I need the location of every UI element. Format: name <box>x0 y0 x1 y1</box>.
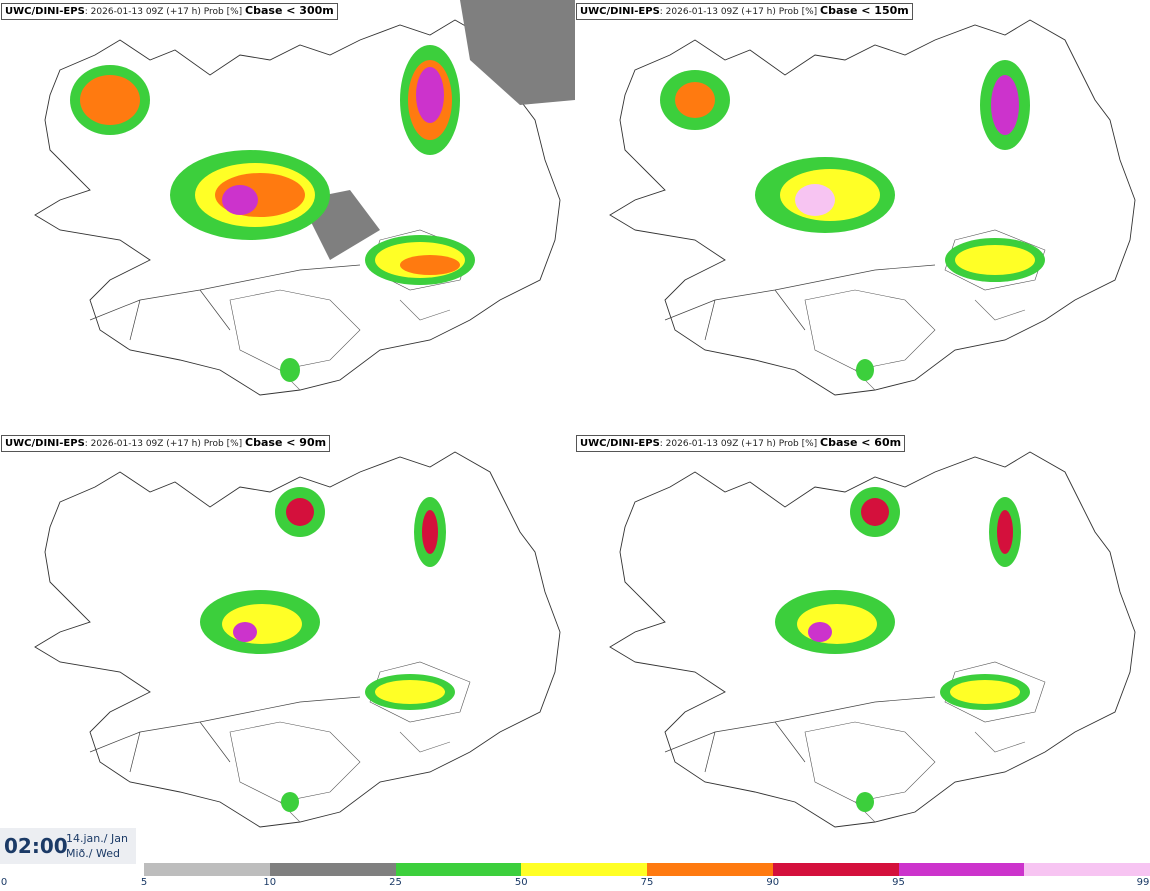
colorbar-segment <box>269 863 396 876</box>
panel-title: UWC/DINI-EPS: 2026-01-13 09Z (+17 h) Pro… <box>576 435 906 452</box>
map-panel-300m: UWC/DINI-EPS: 2026-01-13 09Z (+17 h) Pro… <box>0 0 575 432</box>
valid-time: 02:00 <box>4 834 68 858</box>
iceland-map <box>609 451 1136 828</box>
colorbar-tick-label: 25 <box>389 877 402 888</box>
map-panel-90m: UWC/DINI-EPS: 2026-01-13 09Z (+17 h) Pro… <box>0 432 575 864</box>
panel-title: UWC/DINI-EPS: 2026-01-13 09Z (+17 h) Pro… <box>576 3 913 20</box>
colorbar-tick-label: 90 <box>766 877 780 888</box>
colorbar-segment <box>647 863 773 876</box>
colorbar-segment <box>772 863 899 876</box>
colorbar-tick-label: 5 <box>140 877 148 888</box>
colorbar-segment <box>395 863 522 876</box>
valid-time-box: 02:00 14.jan./ Jan Mið./ Wed <box>0 828 136 864</box>
panel-title: UWC/DINI-EPS: 2026-01-13 09Z (+17 h) Pro… <box>1 3 338 20</box>
colorbar-tick-label: 95 <box>892 877 905 888</box>
iceland-map <box>34 0 575 396</box>
colorbar-segment <box>898 863 1025 876</box>
colorbar-tick-label: 50 <box>514 877 528 888</box>
iceland-map <box>34 451 561 828</box>
colorbar-segment <box>1024 863 1150 876</box>
colorbar-tick-label: 99 <box>1136 877 1150 888</box>
colorbar-tick-label: 0 <box>0 877 8 888</box>
valid-weekday: Mið./ Wed <box>66 847 120 860</box>
colorbar-segment <box>521 863 647 876</box>
panel-title: UWC/DINI-EPS: 2026-01-13 09Z (+17 h) Pro… <box>1 435 331 452</box>
map-panel-60m: UWC/DINI-EPS: 2026-01-13 09Z (+17 h) Pro… <box>575 432 1150 864</box>
colorbar-tick-label: 10 <box>263 877 277 888</box>
map-panel-150m: UWC/DINI-EPS: 2026-01-13 09Z (+17 h) Pro… <box>575 0 1150 432</box>
colorbar-segment <box>144 863 270 876</box>
probability-colorbar <box>144 863 1150 876</box>
colorbar-tick-label: 75 <box>640 877 654 888</box>
valid-date: 14.jan./ Jan <box>66 832 128 845</box>
iceland-map <box>609 19 1136 396</box>
